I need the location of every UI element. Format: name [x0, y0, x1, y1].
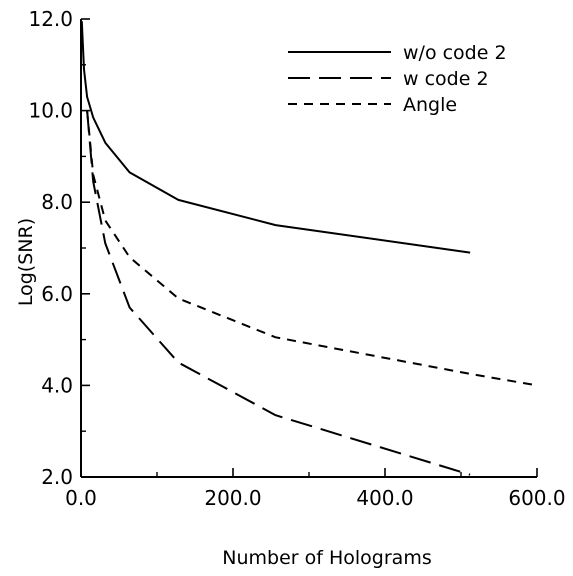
legend: w/o code 2 w code 2 Angle [288, 42, 507, 116]
y-tick-label: 12.0 [28, 7, 73, 31]
x-tick-label: 600.0 [508, 486, 565, 510]
y-tick-label: 4.0 [41, 373, 73, 397]
legend-label: w/o code 2 [403, 42, 507, 64]
y-tick-label: 6.0 [41, 282, 73, 306]
series-line-long-dash [86, 110, 471, 476]
x-tick-label: 400.0 [356, 486, 413, 510]
axis-ticks: 2.0 4.0 6.0 8.0 10.0 12.0 0.0 200.0 400.0 600.0 [28, 7, 565, 510]
legend-label: w code 2 [403, 68, 489, 90]
y-tick-label: 8.0 [41, 190, 73, 214]
series-line-solid [80, 21, 471, 254]
series-line-short-dash [86, 110, 538, 387]
y-axis-title: Log(SNR) [15, 218, 37, 306]
legend-label: Angle [403, 94, 457, 116]
x-tick-label: 0.0 [65, 486, 97, 510]
series-lines [80, 21, 538, 476]
y-tick-label: 10.0 [28, 99, 73, 123]
y-tick-label: 2.0 [41, 465, 73, 489]
x-axis-title: Number of Holograms [222, 547, 431, 569]
x-tick-label: 200.0 [204, 486, 261, 510]
